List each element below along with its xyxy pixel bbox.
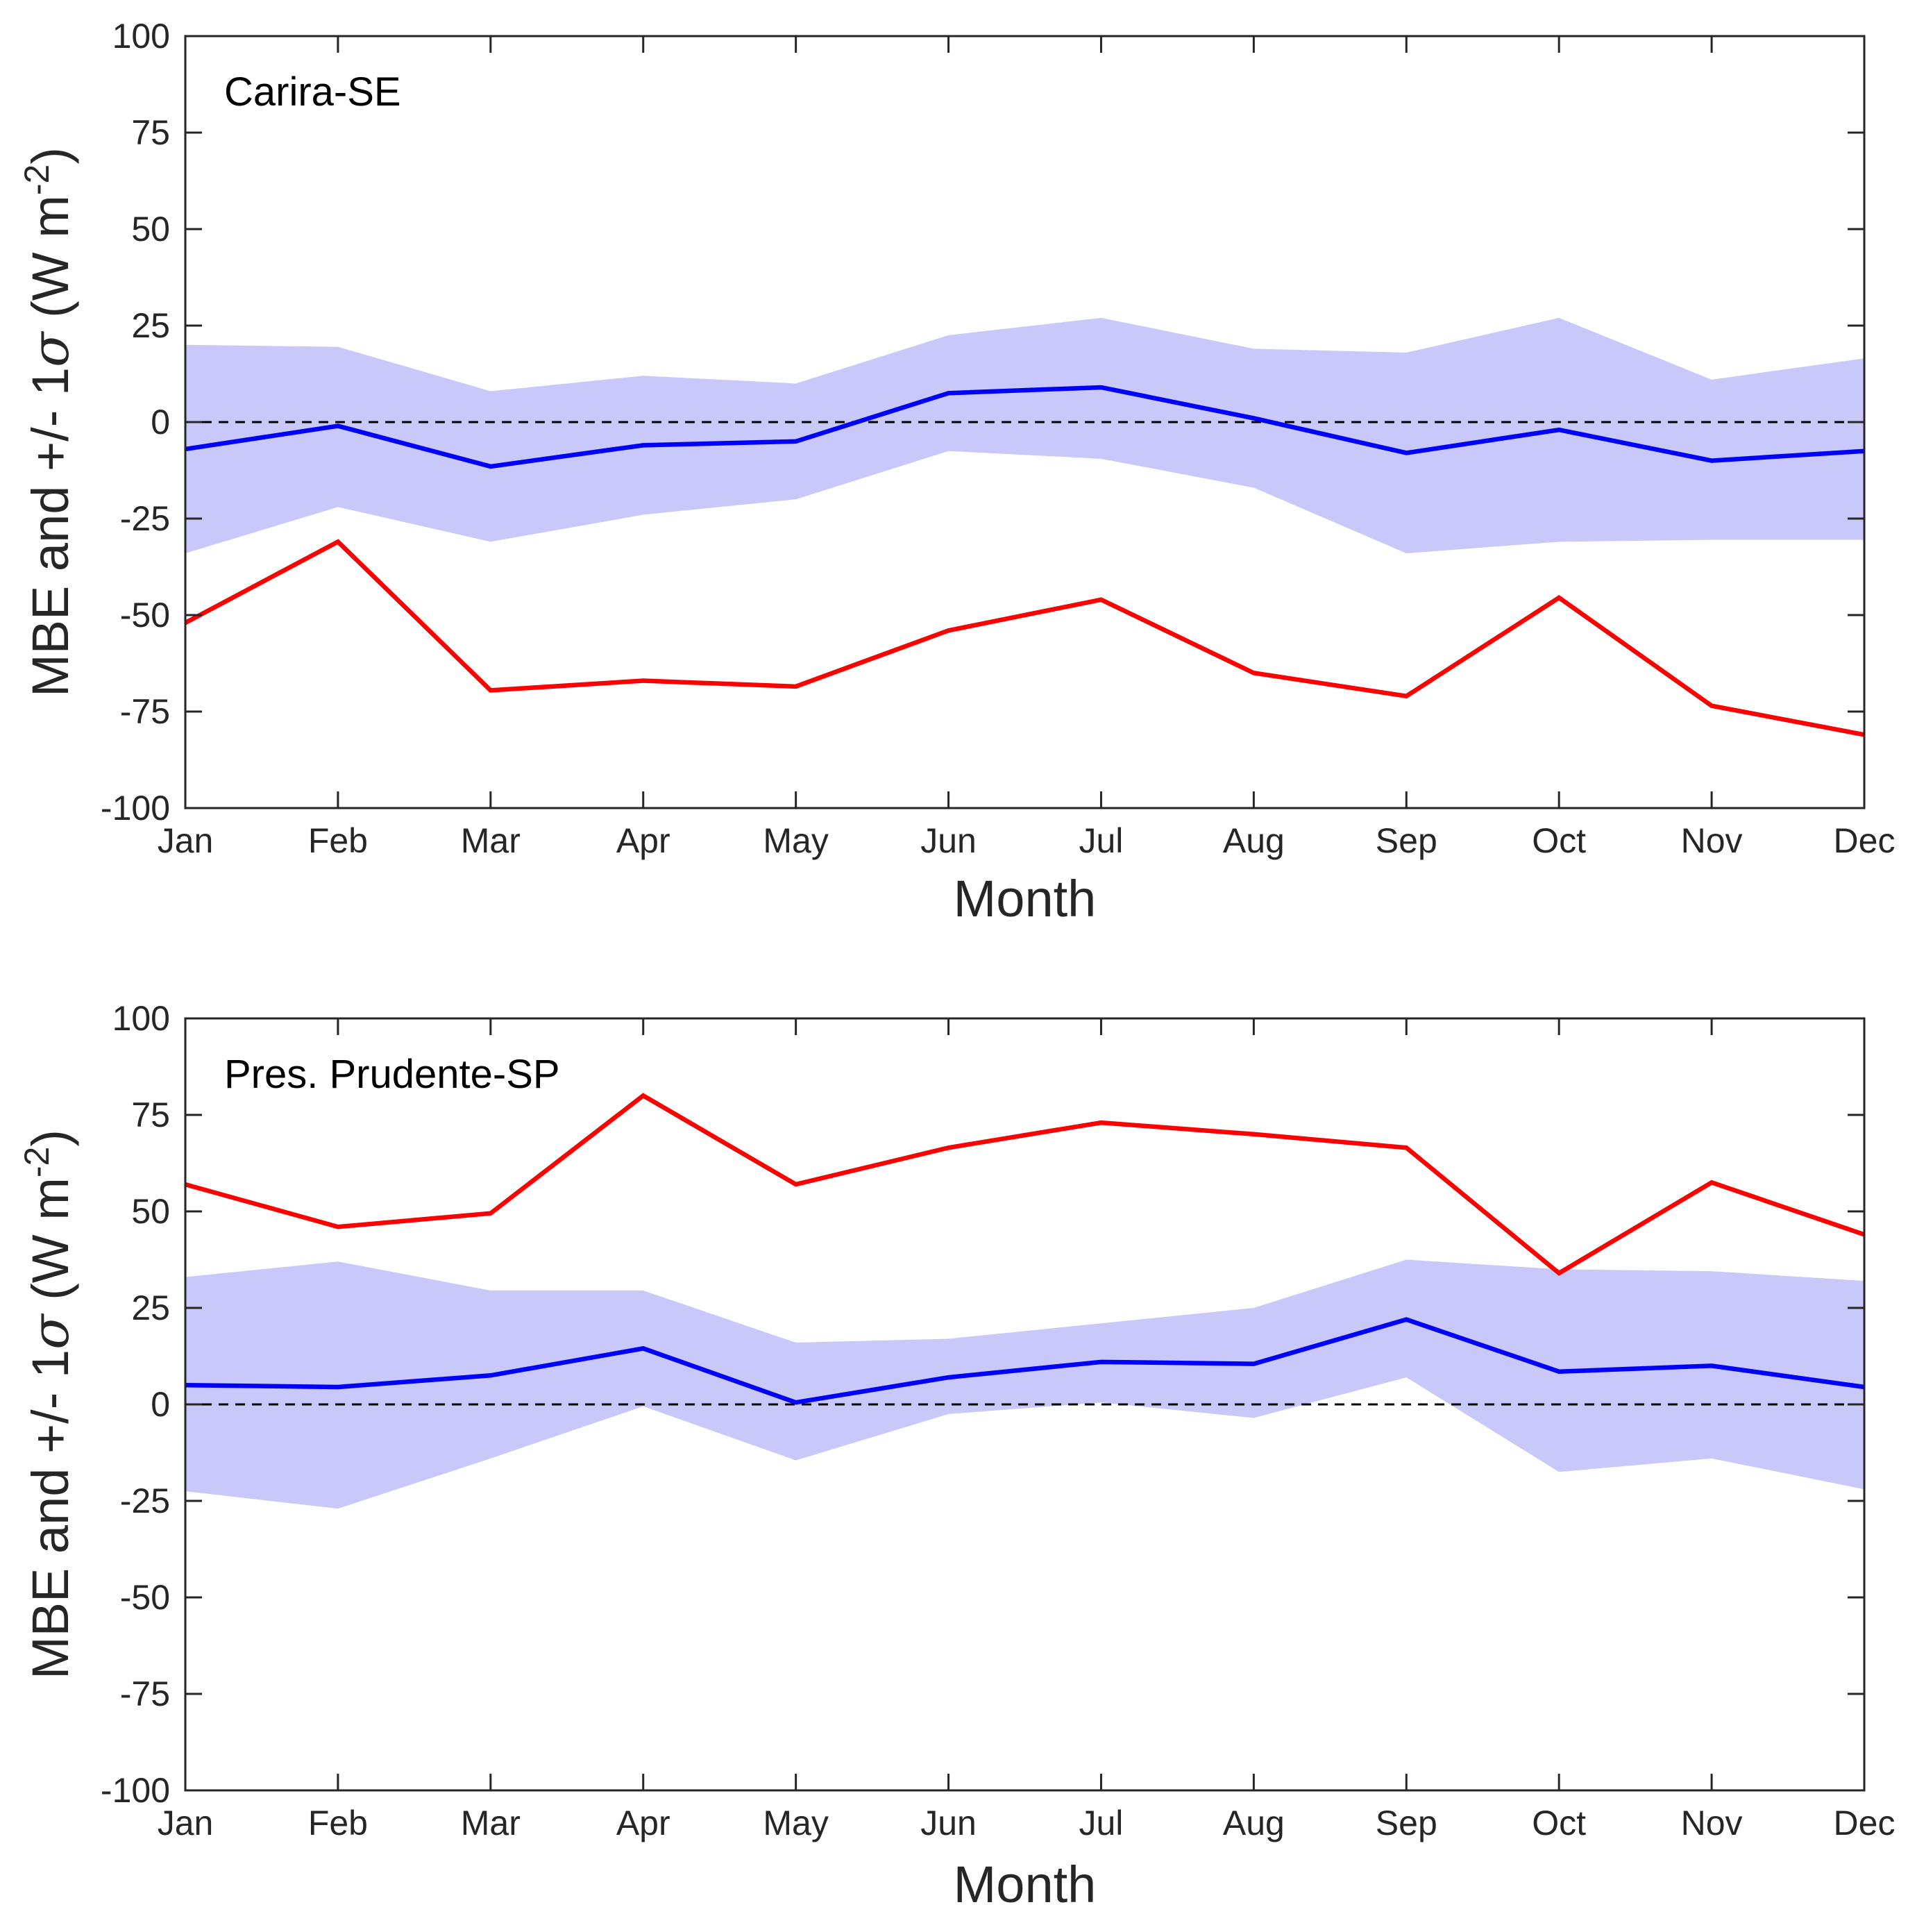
chart-panel-1: -100 -75 -50 -25 0 25 50 75 100 Jan Feb Mar Apr May Ju… bbox=[17, 17, 1895, 927]
y-axis-title-sigma: σ bbox=[21, 330, 81, 367]
mbe-line bbox=[185, 385, 1865, 469]
x-tick-label: Feb bbox=[308, 1804, 368, 1842]
red-line bbox=[184, 539, 1865, 737]
x-tick-label: Sep bbox=[1376, 821, 1437, 860]
x-tick-label: May bbox=[763, 1804, 828, 1842]
x-tick-label: Aug bbox=[1223, 821, 1285, 860]
x-axis-title: Month bbox=[954, 870, 1097, 927]
y-tick-label: 75 bbox=[131, 113, 170, 152]
x-tick-label: Feb bbox=[308, 821, 368, 860]
x-tick-label: Mar bbox=[461, 821, 521, 860]
y-tick-label: -100 bbox=[101, 789, 170, 828]
sigma-band bbox=[185, 1259, 1864, 1509]
y-tick-label: -50 bbox=[120, 1578, 170, 1617]
y-axis-title-exponent: -2 bbox=[17, 1147, 56, 1177]
y-tick-label: 100 bbox=[112, 999, 170, 1038]
y-axis-title-unit: (W m bbox=[22, 195, 79, 332]
y-axis-title-main: MBE and +/- 1 bbox=[22, 1350, 79, 1679]
y-axis-title-sigma: σ bbox=[21, 1313, 81, 1350]
x-tick-label: Nov bbox=[1681, 1804, 1743, 1842]
y-tick-label: -100 bbox=[101, 1771, 170, 1810]
y-tick-label: 50 bbox=[131, 210, 170, 249]
x-tick-label: Sep bbox=[1376, 1804, 1437, 1842]
x-tick-label: Oct bbox=[1532, 821, 1586, 860]
y-tick-label: -50 bbox=[120, 596, 170, 635]
x-tick-label: Apr bbox=[616, 821, 670, 860]
y-tick-label: 25 bbox=[131, 306, 170, 345]
x-tick-label: Mar bbox=[461, 1804, 521, 1842]
chart-panel-2: -100 -75 -50 -25 0 25 50 75 100 Jan Feb Mar Apr May Ju… bbox=[17, 999, 1895, 1913]
y-axis-title-close: ) bbox=[22, 1129, 79, 1147]
red-line bbox=[185, 1093, 1866, 1276]
y-tick-label: 50 bbox=[131, 1192, 170, 1231]
x-tick-label: Apr bbox=[616, 1804, 670, 1842]
y-axis-title: MBE and +/- 1σ (W m-2) bbox=[17, 1129, 81, 1679]
x-tick-label: May bbox=[763, 821, 828, 860]
y-tick-label: -25 bbox=[120, 1481, 170, 1520]
y-axis-title: MBE and +/- 1σ (W m-2) bbox=[17, 147, 81, 697]
y-tick-label: 0 bbox=[151, 1385, 170, 1424]
y-tick-label: 0 bbox=[151, 403, 170, 442]
y-axis-title-close: ) bbox=[22, 147, 79, 165]
y-tick-label: -25 bbox=[120, 499, 170, 538]
x-axis-title: Month bbox=[954, 1856, 1097, 1913]
y-tick-label: 100 bbox=[112, 17, 170, 56]
x-tick-label: Dec bbox=[1834, 821, 1896, 860]
x-tick-label: Jun bbox=[920, 821, 977, 860]
x-tick-label: Nov bbox=[1681, 821, 1743, 860]
y-tick-label: 75 bbox=[131, 1095, 170, 1134]
panel-label: Carira-SE bbox=[224, 69, 401, 115]
x-tick-label: Jan bbox=[158, 1804, 214, 1842]
y-axis-title-exponent: -2 bbox=[17, 165, 56, 195]
x-tick-label: Aug bbox=[1223, 1804, 1285, 1842]
x-tick-label: Jan bbox=[158, 821, 214, 860]
panel-label: Pres. Prudente-SP bbox=[224, 1052, 560, 1097]
y-tick-label: 25 bbox=[131, 1288, 170, 1327]
y-axis-title-main: MBE and +/- 1 bbox=[22, 367, 79, 697]
y-tick-label: -75 bbox=[120, 1674, 170, 1713]
sigma-band bbox=[185, 317, 1864, 554]
x-tick-label: Jul bbox=[1079, 821, 1123, 860]
x-tick-label: Jul bbox=[1079, 1804, 1123, 1842]
y-tick-label: -75 bbox=[120, 692, 170, 731]
mbe-line bbox=[185, 1317, 1865, 1405]
x-tick-label: Dec bbox=[1834, 1804, 1896, 1842]
x-tick-label: Oct bbox=[1532, 1804, 1586, 1842]
y-axis-title-unit: (W m bbox=[22, 1177, 79, 1314]
x-tick-label: Jun bbox=[920, 1804, 977, 1842]
